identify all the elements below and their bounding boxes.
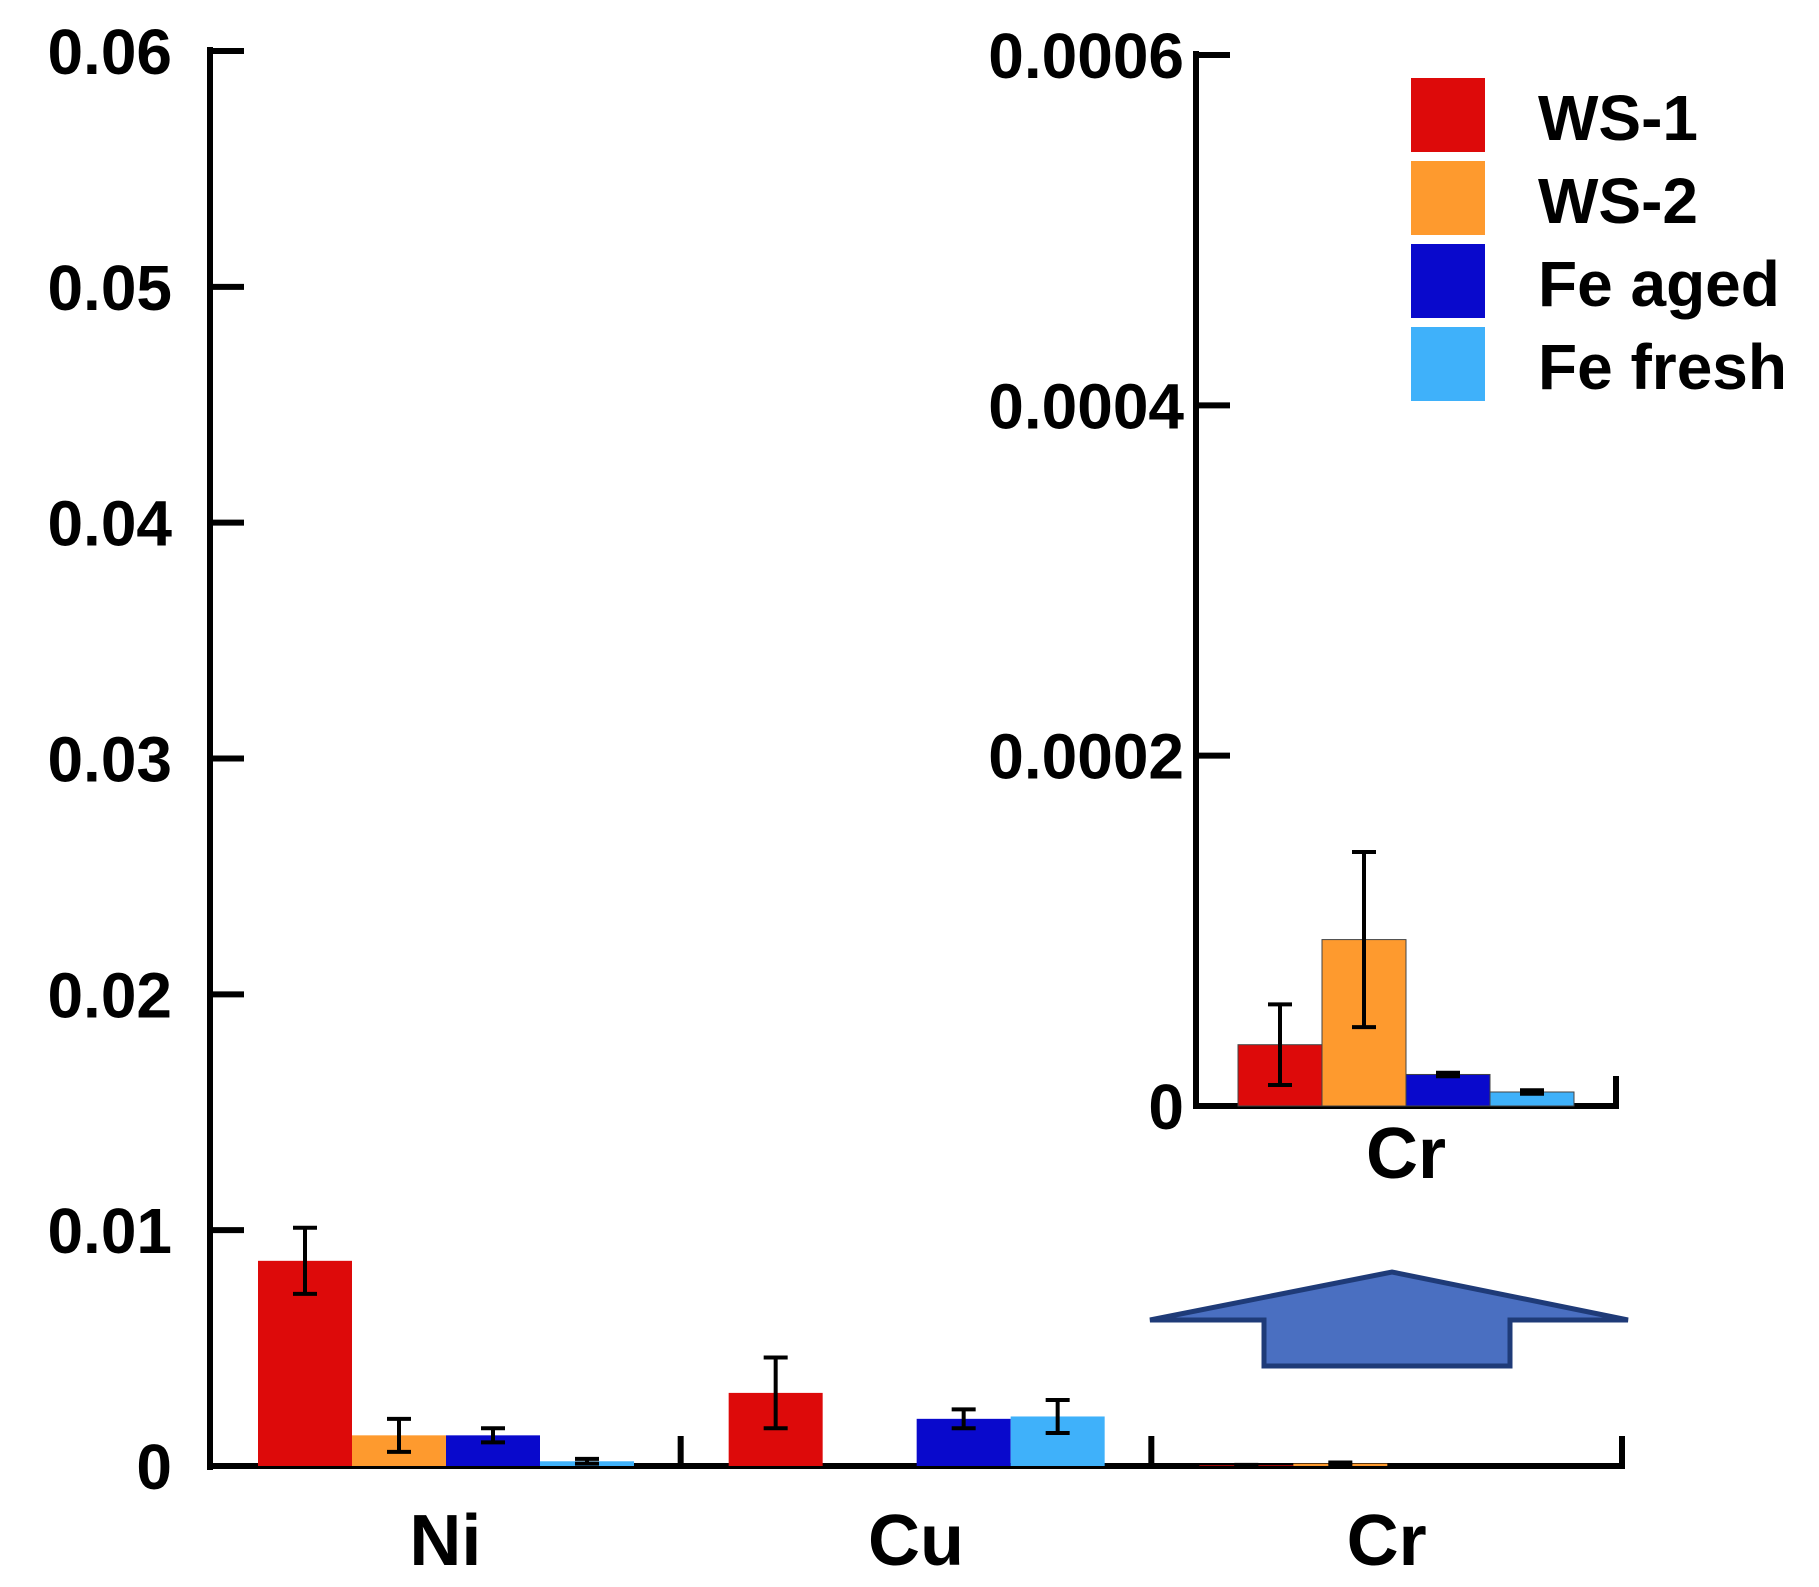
x-label-cr: Cr — [1347, 1501, 1427, 1581]
arrow-layer — [1150, 1272, 1628, 1366]
error-bar-cr-ws-1 — [1234, 1465, 1258, 1466]
legend-label: WS-1 — [1538, 82, 1698, 154]
legend-item-fe-aged: Fe aged — [1411, 244, 1780, 320]
inset-chart: 0 0.0002 0.0004 0.0006 Cr — [988, 20, 1619, 1194]
inset-x-label-cr: Cr — [1366, 1114, 1446, 1194]
y-tick-label: 0.03 — [47, 724, 172, 796]
legend-item-fe-fresh: Fe fresh — [1411, 327, 1787, 403]
legend-swatch — [1411, 244, 1485, 318]
legend-swatch — [1411, 327, 1485, 401]
x-label-ni: Ni — [409, 1501, 481, 1581]
y-tick-label: 0.02 — [47, 959, 172, 1031]
y-tick-label: 0 — [136, 1431, 172, 1503]
arrow-up-icon — [1150, 1272, 1628, 1366]
legend-swatch — [1411, 161, 1485, 235]
inset-error-bar-fe-aged — [1436, 1073, 1460, 1077]
legend-swatch — [1411, 78, 1485, 152]
inset-y-tick-label: 0.0002 — [988, 721, 1184, 793]
y-tick-label: 0.04 — [47, 488, 172, 560]
inset-bar-cr-fe-aged — [1406, 1074, 1490, 1106]
y-tick-label: 0.05 — [47, 252, 172, 324]
x-label-cu: Cu — [868, 1501, 964, 1581]
inset-y-tick-label: 0 — [1148, 1071, 1184, 1143]
legend: WS-1 WS-2 Fe aged Fe fresh — [1411, 78, 1787, 403]
legend-item-ws-1: WS-1 — [1411, 78, 1698, 154]
legend-label: WS-2 — [1538, 165, 1698, 237]
inset-y-tick-label: 0.0006 — [988, 20, 1184, 92]
y-tick-label: 0.01 — [47, 1195, 172, 1267]
y-tick-label: 0.06 — [47, 16, 172, 88]
inset-error-bar-fe-fresh — [1520, 1090, 1544, 1094]
error-bar-cr-ws-2 — [1328, 1462, 1352, 1464]
legend-label: Fe aged — [1538, 248, 1780, 320]
inset-y-tick-label: 0.0004 — [988, 370, 1184, 442]
legend-item-ws-2: WS-2 — [1411, 161, 1698, 237]
legend-label: Fe fresh — [1538, 331, 1787, 403]
